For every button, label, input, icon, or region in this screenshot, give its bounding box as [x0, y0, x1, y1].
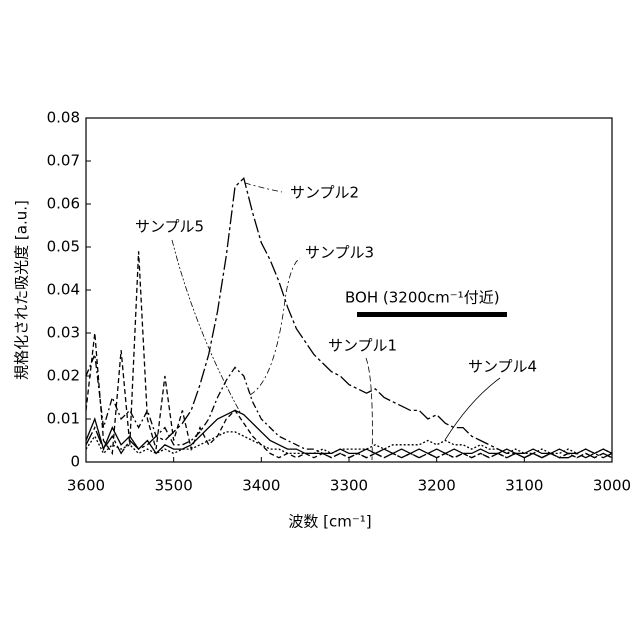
leader-4: [445, 378, 500, 440]
leaders: [172, 183, 500, 460]
y-tick-label: 0.05: [47, 238, 80, 256]
x-tick-label: 3000: [593, 477, 631, 495]
series-line: [86, 432, 612, 454]
chart: 波数 [cm⁻¹] 規格化された吸光度 [a.u.] BOH (3200cm⁻¹…: [0, 0, 640, 640]
series-label: サンプル1: [328, 337, 397, 355]
leader-3: [250, 258, 300, 395]
y-tick-label: 0.07: [47, 152, 80, 170]
x-tick-label: 3200: [418, 477, 456, 495]
y-tick-label: 0.02: [47, 367, 80, 385]
x-tick-label: 3300: [330, 477, 368, 495]
x-axis-label: 波数 [cm⁻¹]: [288, 513, 371, 531]
y-tick-label: 0.08: [47, 109, 80, 127]
y-axis-label: 規格化された吸光度 [a.u.]: [13, 200, 31, 380]
y-tick-label: 0.04: [47, 281, 80, 299]
x-tick-label: 3500: [155, 477, 193, 495]
boh-annotation: BOH (3200cm⁻¹付近): [345, 289, 500, 307]
y-tick-label: 0.01: [47, 410, 80, 428]
series-line: [86, 410, 612, 453]
series-label: サンプル5: [135, 218, 204, 236]
boh-bar: [357, 312, 507, 317]
leader-1: [366, 358, 372, 460]
series-label: サンプル4: [468, 358, 537, 376]
leader-5: [172, 240, 240, 412]
y-tick-label: 0: [70, 453, 80, 471]
x-tick-label: 3600: [67, 477, 105, 495]
leader-2: [245, 183, 282, 192]
series-label: サンプル3: [305, 244, 374, 262]
x-tick-label: 3100: [505, 477, 543, 495]
x-tick-label: 3400: [242, 477, 280, 495]
series-label: サンプル2: [290, 184, 359, 202]
y-tick-label: 0.06: [47, 195, 80, 213]
y-tick-label: 0.03: [47, 324, 80, 342]
